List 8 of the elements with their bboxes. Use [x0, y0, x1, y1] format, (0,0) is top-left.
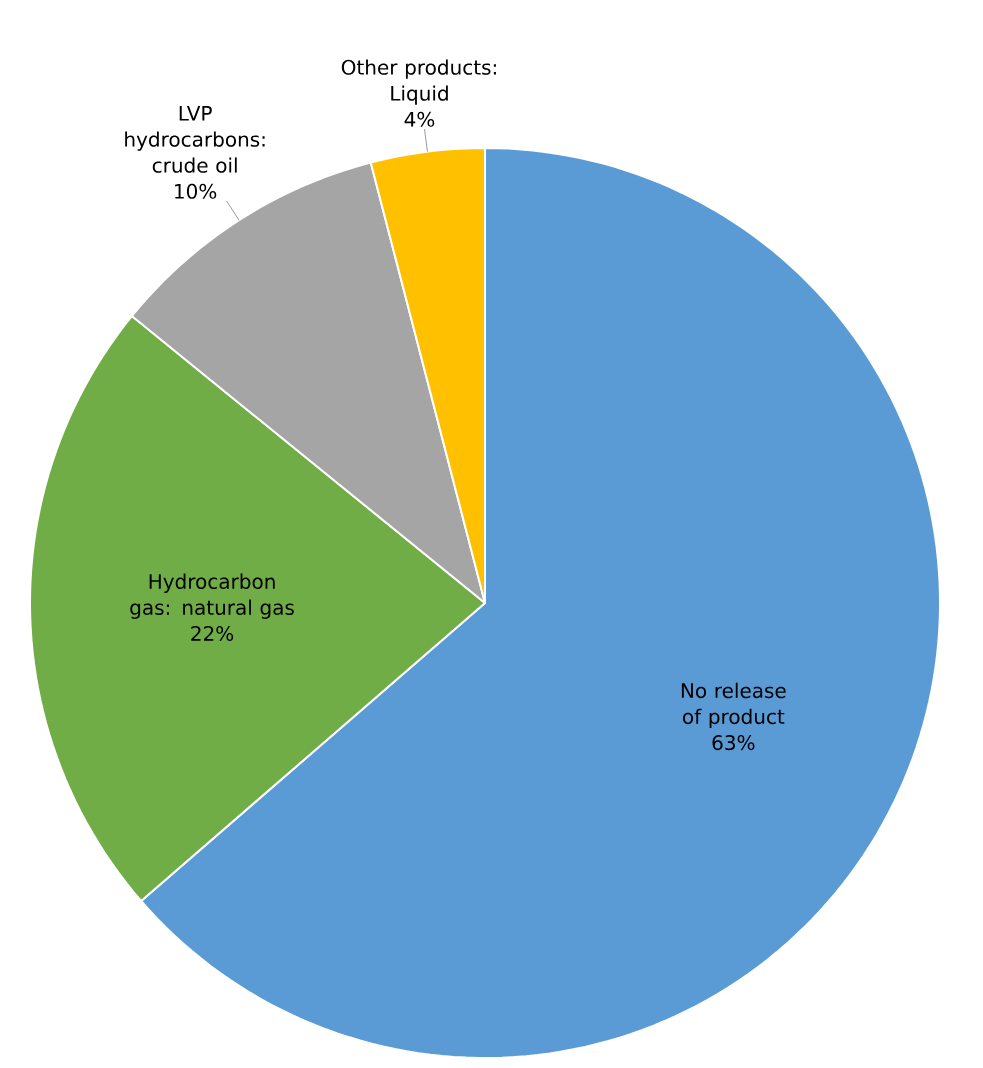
slice-label: Hydrocarbon gas: natural gas — [130, 573, 294, 619]
slice-label: LVP hydrocarbons: crude oil — [125, 106, 265, 173]
slice-label: No release of product — [681, 682, 786, 729]
slice-label: Other products: Liquid — [341, 59, 496, 105]
data-label: 10% — [175, 183, 217, 199]
data-label: 63% — [712, 735, 755, 751]
data-label: 22% — [191, 625, 234, 642]
data-label: 4% — [404, 111, 435, 127]
